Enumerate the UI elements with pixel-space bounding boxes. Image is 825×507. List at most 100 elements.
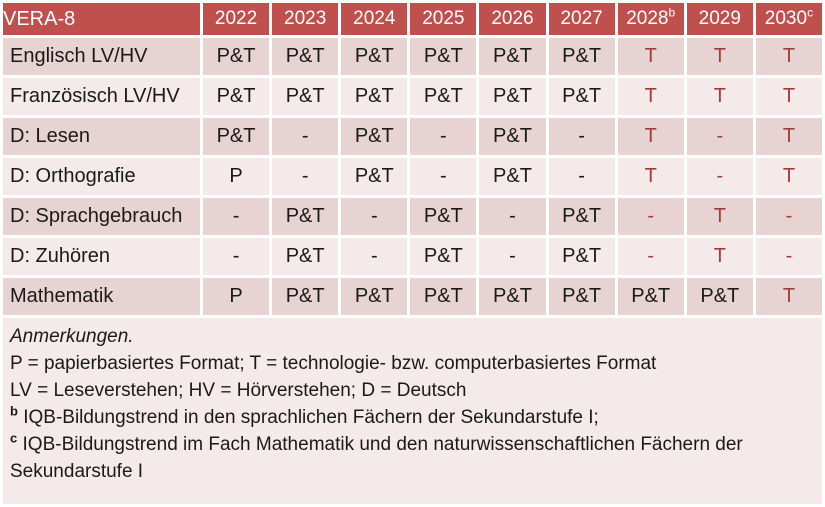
- table-row: Mathematik P P&T P&T P&T P&T P&T P&T P&T T: [3, 278, 822, 315]
- year-label: 2025: [422, 8, 465, 29]
- format-cell: P&T: [479, 278, 546, 315]
- format-cell: -: [272, 158, 339, 195]
- column-header-year: 2025: [410, 3, 477, 35]
- header-row: VERA-8 2022 2023 2024 2025 2026 2027 2028b 2029 2…: [3, 3, 822, 35]
- format-cell: -: [548, 118, 615, 155]
- format-cell: T: [755, 38, 822, 75]
- format-cell: P&T: [410, 38, 477, 75]
- format-cell: T: [686, 238, 753, 275]
- format-cell: T: [686, 78, 753, 115]
- format-cell: P&T: [548, 198, 615, 235]
- table-row: D: Zuhören - P&T - P&T - P&T - T -: [3, 238, 822, 275]
- format-cell: P: [203, 278, 270, 315]
- format-cell: P&T: [341, 118, 408, 155]
- format-cell: -: [479, 238, 546, 275]
- format-cell: -: [755, 238, 822, 275]
- format-cell: P&T: [479, 38, 546, 75]
- format-cell: T: [686, 198, 753, 235]
- format-cell: P&T: [203, 118, 270, 155]
- format-cell: T: [755, 118, 822, 155]
- format-cell: P&T: [341, 78, 408, 115]
- table-body: Englisch LV/HV P&T P&T P&T P&T P&T P&T T T T Franz…: [3, 38, 822, 315]
- format-cell: P&T: [410, 238, 477, 275]
- column-header-year: 2028b: [617, 3, 684, 35]
- note-text: P = papierbasiertes Format; T = technolo…: [10, 353, 657, 374]
- footnote-marker: b: [668, 5, 676, 20]
- note-line: b IQB-Bildungstrend in den sprachlichen …: [10, 404, 762, 431]
- format-cell: P&T: [548, 38, 615, 75]
- format-cell: P&T: [548, 238, 615, 275]
- format-cell: -: [341, 198, 408, 235]
- notes-section: Anmerkungen. P = papierbasiertes Format;…: [3, 318, 822, 504]
- row-label: D: Sprachgebrauch: [3, 198, 200, 235]
- year-label: 2030: [764, 8, 808, 29]
- format-cell: T: [617, 38, 684, 75]
- year-label: 2023: [284, 8, 327, 29]
- format-cell: P&T: [341, 278, 408, 315]
- format-cell: T: [755, 278, 822, 315]
- table-title: VERA-8: [3, 3, 200, 35]
- row-label: Französisch LV/HV: [3, 78, 200, 115]
- notes-heading: Anmerkungen.: [10, 326, 134, 347]
- format-cell: P&T: [203, 38, 270, 75]
- note-line: P = papierbasiertes Format; T = technolo…: [10, 350, 762, 377]
- format-cell: T: [755, 158, 822, 195]
- format-cell: -: [479, 198, 546, 235]
- row-label: D: Orthografie: [3, 158, 200, 195]
- format-cell: -: [686, 158, 753, 195]
- format-cell: P&T: [479, 118, 546, 155]
- table-header: VERA-8 2022 2023 2024 2025 2026 2027 2028b 2029 2…: [3, 3, 822, 35]
- table-row: Englisch LV/HV P&T P&T P&T P&T P&T P&T T T T: [3, 38, 822, 75]
- vera8-schedule-table: VERA-8 2022 2023 2024 2025 2026 2027 2028b 2029 2…: [3, 3, 822, 315]
- format-cell: P&T: [410, 78, 477, 115]
- format-cell: -: [341, 238, 408, 275]
- note-line: LV = Leseverstehen; HV = Hörverstehen; D…: [10, 377, 762, 404]
- format-cell: P&T: [341, 38, 408, 75]
- format-cell: -: [755, 198, 822, 235]
- format-cell: -: [203, 238, 270, 275]
- column-header-year: 2024: [341, 3, 408, 35]
- format-cell: P&T: [410, 278, 477, 315]
- column-header-year: 2023: [272, 3, 339, 35]
- format-cell: -: [617, 238, 684, 275]
- format-cell: P&T: [272, 198, 339, 235]
- format-cell: T: [617, 158, 684, 195]
- format-cell: -: [272, 118, 339, 155]
- format-cell: T: [686, 38, 753, 75]
- note-lines: P = papierbasiertes Format; T = technolo…: [10, 350, 814, 485]
- table-row: D: Lesen P&T - P&T - P&T - T - T: [3, 118, 822, 155]
- format-cell: T: [755, 78, 822, 115]
- year-label: 2029: [698, 8, 741, 29]
- year-label: 2027: [560, 8, 603, 29]
- format-cell: P&T: [479, 158, 546, 195]
- row-label: D: Lesen: [3, 118, 200, 155]
- format-cell: -: [203, 198, 270, 235]
- year-label: 2022: [214, 8, 258, 29]
- row-label: Englisch LV/HV: [3, 38, 200, 75]
- format-cell: -: [548, 158, 615, 195]
- format-cell: P&T: [548, 78, 615, 115]
- format-cell: P&T: [272, 38, 339, 75]
- footnote-marker: b: [10, 403, 18, 419]
- format-cell: -: [617, 198, 684, 235]
- format-cell: P&T: [410, 198, 477, 235]
- format-cell: P&T: [686, 278, 753, 315]
- column-header-year: 2022: [203, 3, 270, 35]
- row-label: Mathematik: [3, 278, 200, 315]
- format-cell: T: [617, 78, 684, 115]
- column-header-year: 2030c: [755, 3, 822, 35]
- format-cell: P&T: [617, 278, 684, 315]
- year-label: 2024: [353, 8, 396, 29]
- format-cell: -: [410, 158, 477, 195]
- note-text: LV = Leseverstehen; HV = Hörverstehen; D…: [10, 380, 467, 401]
- format-cell: P&T: [341, 158, 408, 195]
- footnote-marker: c: [10, 430, 18, 446]
- year-label: 2026: [491, 8, 534, 29]
- column-header-year: 2026: [479, 3, 546, 35]
- format-cell: -: [410, 118, 477, 155]
- footnote-marker: c: [807, 5, 814, 20]
- format-cell: P&T: [272, 78, 339, 115]
- row-label: D: Zuhören: [3, 238, 200, 275]
- format-cell: P&T: [272, 278, 339, 315]
